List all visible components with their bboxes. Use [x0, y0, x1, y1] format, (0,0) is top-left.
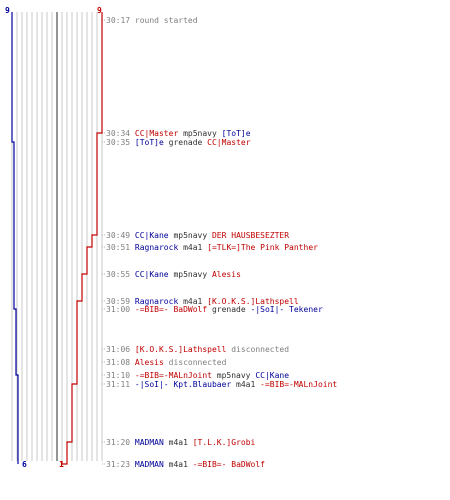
event-player: Alesis — [211, 270, 241, 279]
event-row: 31:00 -=BIB=- BaDWolf grenade -|SoI|- Te… — [106, 305, 323, 314]
event-player: CC|Master — [134, 129, 179, 138]
event-weapon: grenade — [163, 138, 208, 147]
event-weapon: mp5navy — [211, 371, 256, 380]
event-row: 31:10 -=BIB=-MALnJoint mp5navy CC|Kane — [106, 371, 289, 380]
red-team-alive-line — [61, 12, 103, 465]
event-weapon: m4a1 — [163, 438, 193, 447]
event-status: round started — [134, 16, 198, 25]
event-player: Ragnarock — [134, 297, 179, 306]
event-time: 31:10 — [106, 371, 135, 380]
event-player: Ragnarock — [134, 243, 179, 252]
event-player: CC|Master — [207, 138, 251, 147]
event-player: CC|Kane — [134, 231, 169, 240]
event-player: DER HAUSBESEZTER — [211, 231, 290, 240]
event-weapon: m4a1 — [178, 243, 208, 252]
event-player: [ToT]e — [134, 138, 164, 147]
event-time: 30:34 — [106, 129, 135, 138]
event-row: 30:59 Ragnarock m4a1 [K.O.K.S.]Lathspell — [106, 297, 299, 306]
event-time: 30:59 — [106, 297, 135, 306]
event-row: 30:35 [ToT]e grenade CC|Master — [106, 138, 251, 147]
event-row: 31:20 MADMAN m4a1 [T.L.K.]Grobi — [106, 438, 255, 447]
event-time: 31:23 — [106, 460, 135, 469]
event-status: disconnected — [163, 358, 227, 367]
event-weapon: m4a1 — [231, 380, 261, 389]
event-player: [ToT]e — [221, 129, 251, 138]
event-time: 31:20 — [106, 438, 135, 447]
event-player: -=BIB=-MALnJoint — [260, 380, 338, 389]
blue-end-count: 6 — [22, 460, 27, 469]
event-player: -|SoI|- Kpt.Blaubaer — [134, 380, 232, 389]
event-player: -=BIB=-MALnJoint — [134, 371, 212, 380]
event-time: 30:49 — [106, 231, 135, 240]
event-row: 30:34 CC|Master mp5navy [ToT]e — [106, 129, 251, 138]
red-end-count: 1 — [59, 460, 64, 469]
event-time: 30:55 — [106, 270, 135, 279]
event-time: 30:51 — [106, 243, 135, 252]
event-row: 31:23 MADMAN m4a1 -=BIB=- BaDWolf — [106, 460, 265, 469]
event-row: 30:49 CC|Kane mp5navy DER HAUSBESEZTER — [106, 231, 289, 240]
event-player: CC|Kane — [134, 270, 169, 279]
event-player: MADMAN — [134, 438, 164, 447]
event-row: 31:08 Alesis disconnected — [106, 358, 226, 367]
event-player: CC|Kane — [255, 371, 290, 380]
event-time: 30:35 — [106, 138, 135, 147]
event-player: -=BIB=- BaDWolf — [192, 460, 265, 469]
event-row: 31:06 [K.O.K.S.]Lathspell disconnected — [106, 345, 289, 354]
blue-team-alive-line — [11, 12, 19, 464]
event-row: 30:51 Ragnarock m4a1 [=TLK=]The Pink Pan… — [106, 243, 318, 252]
event-time: 31:11 — [106, 380, 135, 389]
event-status: disconnected — [226, 345, 290, 354]
event-row: 30:55 CC|Kane mp5navy Alesis — [106, 270, 241, 279]
event-weapon: m4a1 — [163, 460, 193, 469]
event-weapon: mp5navy — [178, 129, 222, 138]
red-start-count: 9 — [97, 6, 102, 15]
event-player: [K.O.K.S.]Lathspell — [207, 297, 299, 306]
event-player: [K.O.K.S.]Lathspell — [134, 345, 227, 354]
blue-start-count: 9 — [5, 6, 10, 15]
event-row: 30:17 round started — [106, 16, 198, 25]
event-player: MADMAN — [134, 460, 164, 469]
event-time: 31:06 — [106, 345, 135, 354]
event-weapon: grenade — [207, 305, 251, 314]
event-player: -|SoI|- Tekener — [250, 305, 323, 314]
event-weapon: m4a1 — [178, 297, 208, 306]
event-weapon: mp5navy — [168, 270, 212, 279]
event-player: [=TLK=]The Pink Panther — [207, 243, 318, 252]
event-player: -=BIB=- BaDWolf — [134, 305, 208, 314]
event-row: 31:11 -|SoI|- Kpt.Blaubaer m4a1 -=BIB=-M… — [106, 380, 337, 389]
event-time: 31:08 — [106, 358, 135, 367]
event-player: Alesis — [134, 358, 164, 367]
event-time: 31:00 — [106, 305, 135, 314]
event-player: [T.L.K.]Grobi — [192, 438, 256, 447]
event-time: 30:17 — [106, 16, 135, 25]
event-weapon: mp5navy — [168, 231, 212, 240]
